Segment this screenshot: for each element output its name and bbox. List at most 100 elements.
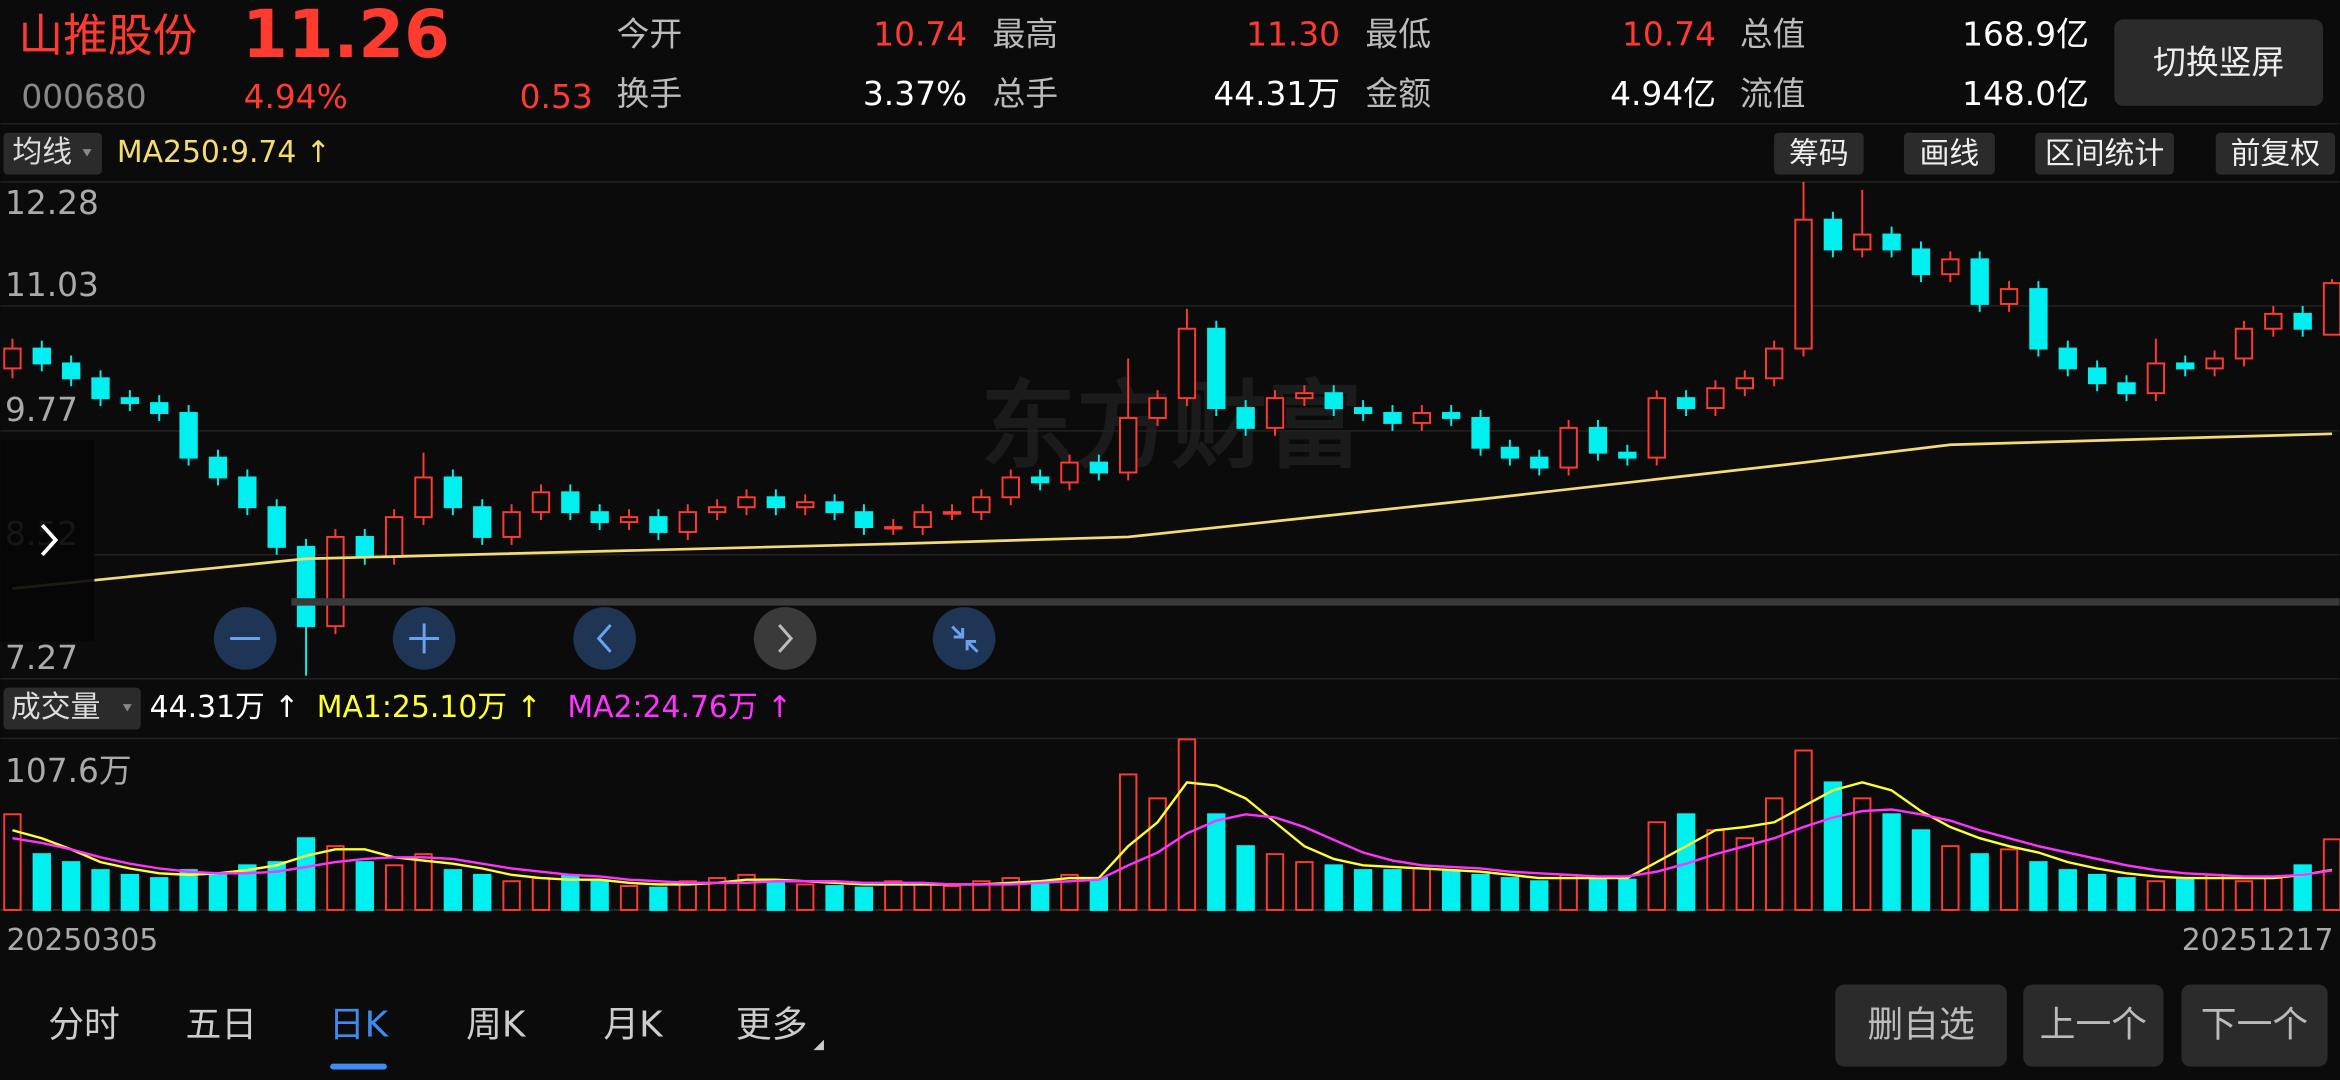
candle-body — [179, 412, 198, 459]
y-tick-label: 7.27 — [5, 639, 78, 677]
volume-bar — [1265, 853, 1285, 911]
tab-underline — [330, 1063, 387, 1070]
plus-icon — [409, 623, 440, 654]
volume-bar — [443, 869, 463, 911]
volume-bar — [1823, 781, 1843, 911]
collapse-icon — [951, 625, 979, 653]
volume-bar — [1911, 829, 1931, 911]
volume-bar — [384, 864, 404, 911]
dropdown-arrow — [122, 704, 132, 712]
volume-bar — [796, 883, 815, 911]
volume-bar — [1412, 867, 1431, 911]
candle-body — [2205, 357, 2224, 370]
side-panel[interactable] — [0, 440, 95, 642]
action-button[interactable] — [1835, 984, 2007, 1067]
candle-body — [1148, 397, 1167, 419]
volume-bar — [3, 813, 22, 911]
action-label: 上一个 — [2040, 1004, 2147, 1045]
candle-body — [1353, 407, 1373, 414]
volume-bar — [2029, 861, 2048, 911]
candle-body — [1089, 461, 1109, 474]
tab[interactable]: 月K — [603, 1004, 664, 1045]
candle-body — [1706, 387, 1725, 410]
volume-bar — [972, 880, 991, 911]
candle-body — [1530, 456, 1549, 469]
volume-bar — [531, 877, 551, 911]
quote-value: 3.37% — [863, 75, 967, 113]
candle-body — [1119, 416, 1138, 474]
volume-bar — [1295, 861, 1314, 911]
volume-bar — [1236, 845, 1255, 911]
scroll-bar — [291, 598, 2340, 606]
candle-body — [1207, 327, 1226, 410]
candle-body — [1618, 451, 1637, 459]
candle-body — [3, 347, 22, 370]
volume-dropdown[interactable] — [3, 687, 141, 730]
tool-button[interactable] — [1774, 132, 1864, 175]
tab[interactable]: 分时 — [48, 1004, 120, 1045]
ma250-line — [12, 432, 2333, 590]
candle-body — [326, 535, 345, 628]
ma2-label: MA2:24.76万 ↑ — [567, 690, 792, 725]
move-right[interactable] — [753, 607, 817, 670]
end-date: 20251217 — [2182, 923, 2334, 958]
candle-body — [561, 491, 580, 514]
candle-body — [1941, 258, 1960, 276]
ma2-line — [12, 808, 2333, 886]
action-button[interactable] — [2023, 984, 2164, 1067]
volume-bar — [707, 877, 727, 911]
candle-body — [1970, 258, 1989, 305]
volume-bar — [649, 886, 668, 911]
volume-bar — [1618, 878, 1637, 911]
indicator-dropdown[interactable] — [3, 132, 102, 175]
tool-button[interactable] — [2215, 132, 2336, 175]
candle-body — [1823, 218, 1843, 251]
volume-bar — [1530, 880, 1549, 911]
tool-button[interactable] — [1903, 132, 1995, 175]
volume-bar — [1030, 880, 1050, 911]
candle-body — [1383, 412, 1402, 424]
candle-body — [443, 476, 463, 509]
candle-body — [1412, 412, 1431, 424]
candle-body — [120, 397, 140, 405]
candle-body — [1236, 407, 1255, 429]
volume-bar — [61, 861, 81, 911]
volume-bar — [296, 837, 316, 911]
volume-bar — [590, 880, 609, 911]
left-icon — [596, 624, 612, 653]
volume-bar — [1383, 869, 1402, 911]
volume-bar — [2264, 877, 2283, 911]
tool-label: 筹码 — [1789, 137, 1849, 172]
volume-bar — [1764, 797, 1784, 911]
expand-icon — [40, 523, 59, 557]
candle-body — [1911, 248, 1931, 276]
move-left[interactable] — [573, 607, 636, 670]
candle-body — [1882, 233, 1901, 251]
quote-value: 168.9亿 — [1962, 15, 2089, 53]
candle-body — [1030, 476, 1050, 484]
volume-bar — [120, 873, 140, 911]
candle-body — [1265, 397, 1285, 429]
volume-bar — [502, 880, 521, 911]
action-button[interactable] — [2181, 984, 2328, 1067]
quote-label: 金额 — [1365, 75, 1431, 113]
candle-body — [737, 496, 756, 509]
volume-bar — [2058, 869, 2077, 911]
tab[interactable]: 日K — [329, 1004, 390, 1045]
volume-bar — [238, 864, 257, 911]
candle-body — [825, 501, 844, 514]
watermark: 东方财富 — [981, 370, 1363, 482]
orientation-button[interactable] — [2114, 19, 2324, 106]
volume-bar — [766, 880, 786, 911]
tool-button[interactable] — [2035, 132, 2174, 175]
volume-bar — [267, 861, 286, 911]
volume-bar — [619, 885, 639, 911]
start-date: 20250305 — [6, 923, 158, 958]
candle-body — [238, 476, 257, 509]
actions: 删自选 上一个 下一个 — [1835, 984, 2328, 1067]
tab[interactable]: 更多 — [736, 1004, 808, 1045]
candle-body — [384, 516, 404, 558]
tab[interactable]: 周K — [466, 1004, 527, 1045]
tab[interactable]: 五日 — [185, 1004, 257, 1045]
candle-body — [91, 377, 110, 400]
